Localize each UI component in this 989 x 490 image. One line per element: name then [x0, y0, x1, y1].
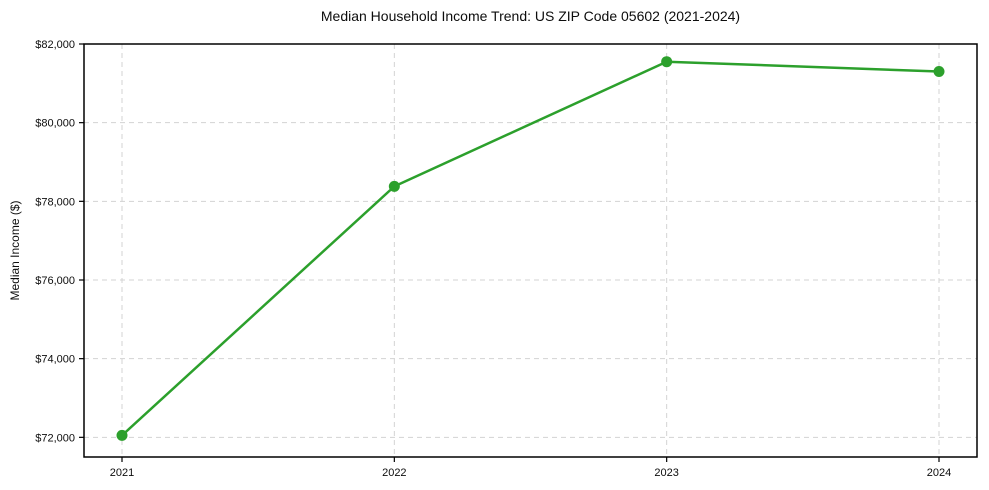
trend-line [120, 60, 941, 437]
plot-border [83, 43, 978, 458]
data-point-2022 [388, 180, 400, 192]
chart-title: Median Household Income Trend: US ZIP Co… [320, 8, 741, 24]
data-point-2021 [116, 429, 128, 441]
x-tick-label: 2024 [927, 467, 951, 479]
x-tick-label: 2022 [382, 467, 406, 479]
data-point-2023 [661, 56, 673, 68]
x-tick-label: 2023 [654, 467, 678, 479]
x-tick-label: 2021 [110, 467, 134, 479]
y-tick-label: $80,000 [35, 118, 75, 130]
y-tick-label: $76,000 [35, 275, 75, 287]
data-point-2024 [933, 66, 945, 78]
y-tick-label: $74,000 [35, 354, 75, 366]
y-tick-label: $82,000 [35, 39, 75, 51]
y-tick-label: $78,000 [35, 196, 75, 208]
y-tick-label: $72,000 [35, 432, 75, 444]
y-axis-label: Median Income ($) [8, 200, 22, 300]
